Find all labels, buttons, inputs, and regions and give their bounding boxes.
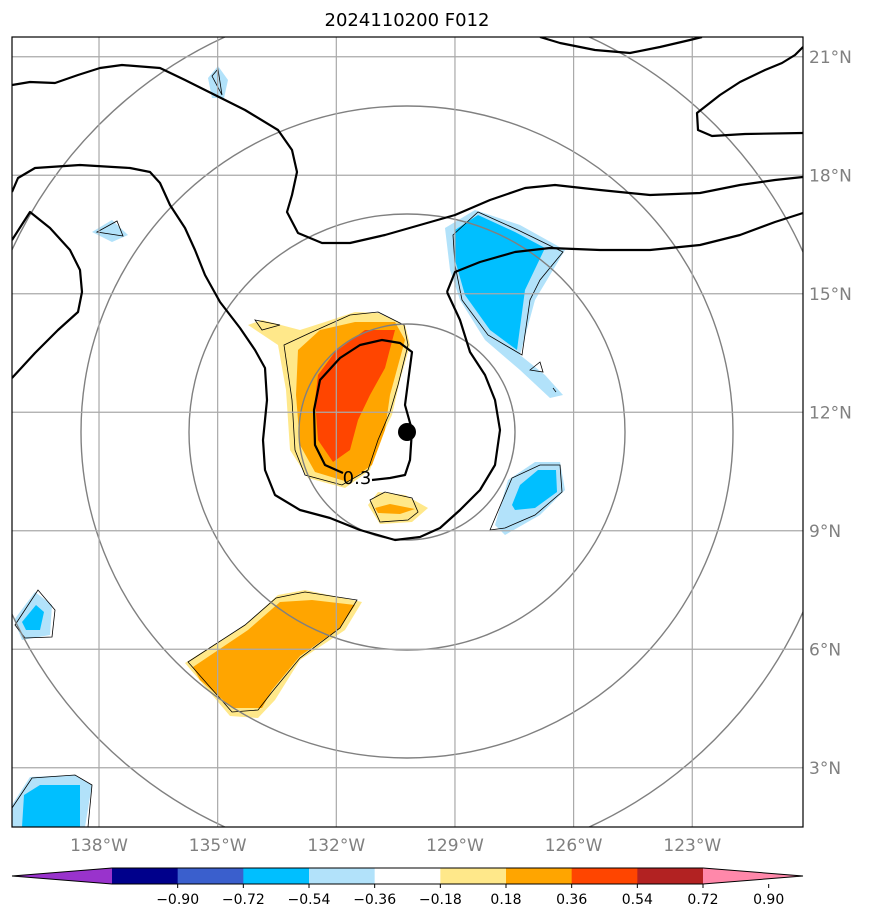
longitude-tick-label: 123°W (663, 836, 721, 856)
map-frame (11, 36, 804, 828)
contour-line (12, 210, 84, 379)
longitude-tick-label: 138°W (70, 836, 128, 856)
contour-line (695, 46, 803, 138)
range-ring (188, 213, 626, 651)
colorbar-tick-label: −0.36 (353, 892, 396, 908)
range-ring (80, 105, 734, 759)
colorbar-tick-label: −0.54 (288, 892, 331, 908)
colorbar-bin (374, 868, 441, 884)
colorbar-bin (637, 868, 704, 884)
colorbar-bin (243, 868, 310, 884)
colorbar-tick-label: −0.72 (222, 892, 265, 908)
gridlines (12, 37, 803, 827)
shading-orange (193, 600, 355, 708)
range-ring (298, 323, 516, 541)
colorbar-extend-high (703, 868, 803, 884)
colorbar-tick-label: 0.90 (753, 892, 784, 908)
colorbar-bin (309, 868, 376, 884)
figure-title: 2024110200 F012 (325, 10, 490, 31)
colorbar: −0.90 −0.72 −0.54 −0.36 −0.18 0.18 0.36 0.54 0.7… (11, 867, 804, 908)
latitude-tick-label: 21°N (809, 48, 852, 68)
colorbar-bin (112, 868, 179, 884)
contour-line (445, 211, 803, 293)
latitude-tick-label: 15°N (809, 285, 852, 305)
shading-blue (22, 605, 44, 630)
minor-mark (552, 387, 557, 393)
colorbar-tick-label: 0.18 (490, 892, 521, 908)
contour-line (12, 163, 502, 542)
latitude-tick-label: 6°N (809, 640, 841, 660)
latitude-tick-label: 18°N (809, 166, 852, 186)
colorbar-tick-label: 0.36 (556, 892, 587, 908)
colorbar-bin (440, 868, 507, 884)
longitude-tick-label: 135°W (189, 836, 247, 856)
colorbar-outline (11, 867, 804, 885)
shading-orange (375, 504, 415, 514)
contour-label: 0.3 (343, 468, 372, 489)
colorbar-tick-label: −0.90 (156, 892, 199, 908)
latitude-tick-label: 3°N (809, 759, 841, 779)
shading-blue (512, 470, 557, 510)
colorbar-tick-label: −0.18 (419, 892, 462, 908)
colorbar-bin (506, 868, 573, 884)
longitude-tick-label: 132°W (307, 836, 365, 856)
contour-line (12, 63, 803, 245)
colorbar-tick-label: 0.54 (622, 892, 653, 908)
shading-blue (455, 215, 545, 350)
shading-blue-light (92, 220, 128, 242)
colorbar-bin (571, 868, 638, 884)
longitude-tick-label: 129°W (426, 836, 484, 856)
contour-line (539, 37, 703, 55)
longitude-tick-labels: 138°W 135°W 132°W 129°W 126°W 123°W (70, 836, 721, 856)
colorbar-extend-low (12, 868, 112, 884)
colorbar-tick-label: 0.72 (687, 892, 718, 908)
contour-lines (12, 37, 803, 542)
latitude-tick-labels: 3°N 6°N 9°N 12°N 15°N 18°N 21°N (809, 48, 852, 779)
longitude-tick-label: 126°W (545, 836, 603, 856)
shading-blue (22, 785, 80, 827)
latitude-tick-label: 9°N (809, 522, 841, 542)
range-rings (12, 37, 803, 827)
latitude-tick-label: 12°N (809, 403, 852, 423)
colorbar-bin (177, 868, 244, 884)
storm-center-marker (398, 423, 416, 441)
shaded-field (12, 66, 565, 827)
contour-line (312, 338, 414, 482)
